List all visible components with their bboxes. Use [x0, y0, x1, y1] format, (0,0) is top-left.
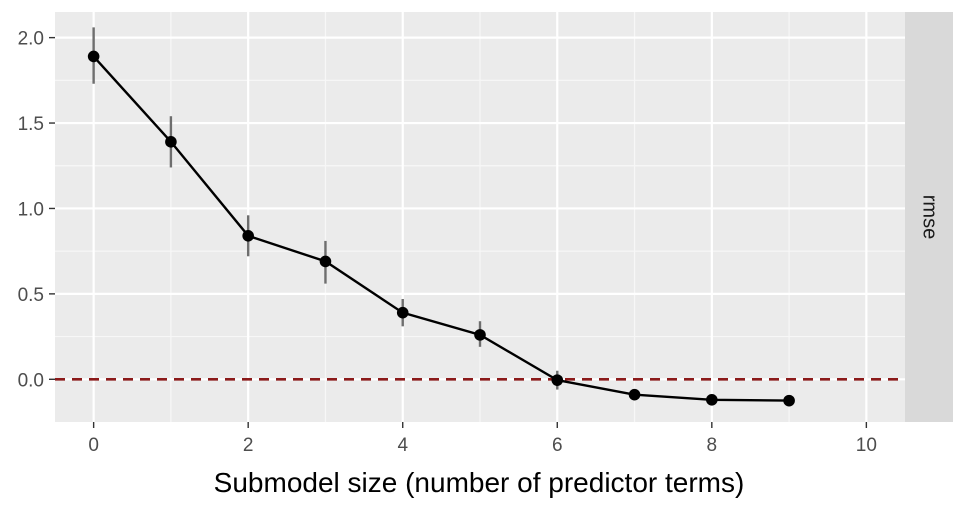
x-axis-title: Submodel size (number of predictor terms… — [214, 467, 745, 498]
x-tick-label: 2 — [243, 435, 254, 456]
facet-strip-label: rmse — [919, 195, 941, 239]
data-point — [87, 50, 100, 63]
facet-strip — [905, 12, 953, 422]
x-tick-label: 6 — [552, 435, 563, 456]
data-point — [396, 306, 409, 319]
y-tick-label: 1.5 — [18, 114, 44, 135]
x-tick-label: 8 — [707, 435, 718, 456]
y-tick-label: 1.0 — [18, 199, 44, 220]
data-point — [319, 255, 332, 268]
data-point — [242, 229, 254, 242]
y-tick-label: 0.0 — [18, 370, 44, 391]
data-point — [628, 388, 641, 401]
data-point — [474, 329, 486, 341]
x-tick-label: 0 — [88, 435, 99, 456]
y-tick-label: 2.0 — [18, 29, 44, 50]
series-line — [92, 55, 790, 402]
x-tick-label: 4 — [397, 435, 408, 456]
data-point — [783, 394, 795, 407]
data-point — [551, 374, 564, 386]
data-point — [165, 136, 177, 148]
y-tick-label: 0.5 — [18, 285, 44, 306]
data-point — [706, 393, 718, 406]
x-tick-label: 10 — [856, 435, 877, 456]
